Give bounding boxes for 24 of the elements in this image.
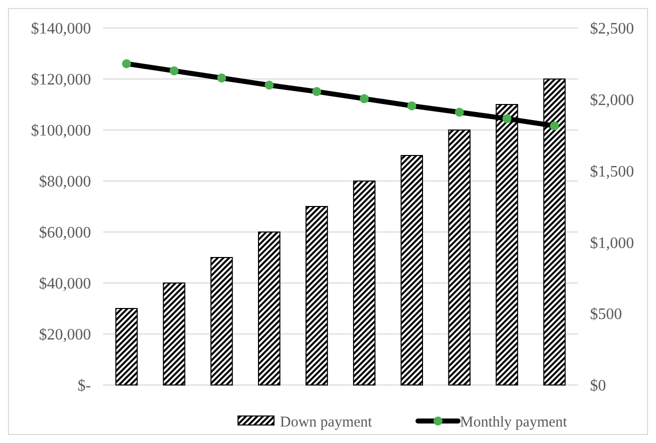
bar (306, 206, 328, 386)
bar (353, 180, 376, 386)
bar (400, 155, 424, 386)
y-tick-label: $140,000 (31, 20, 91, 38)
y-tick-label: $120,000 (31, 72, 91, 89)
y2-tick-label: $1,500 (590, 163, 634, 180)
legend-label: Monthly payment (460, 414, 568, 430)
y2-tick-label: $2,000 (590, 92, 634, 109)
bar (258, 232, 280, 386)
bar (115, 308, 138, 386)
bar (162, 282, 186, 386)
y2-tick-label: $0 (590, 378, 606, 395)
legend-label: Down payment (280, 414, 373, 430)
bar (210, 257, 233, 386)
y-tick-label: $- (78, 378, 91, 395)
y-tick-label: $20,000 (39, 326, 91, 344)
y2-tick-label: $1,000 (590, 234, 634, 252)
y-tick-label: $100,000 (31, 122, 91, 140)
y2-tick-label: $500 (590, 306, 622, 324)
y-tick-label: $80,000 (39, 174, 91, 191)
y2-tick-label: $2,500 (590, 20, 634, 38)
y-tick-label: $60,000 (39, 224, 91, 242)
bar (448, 130, 471, 386)
y-tick-label: $40,000 (39, 276, 91, 293)
